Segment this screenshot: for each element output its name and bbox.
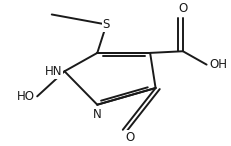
Text: N: N (93, 108, 101, 121)
Text: O: O (177, 2, 187, 15)
Text: OH: OH (208, 58, 226, 71)
Text: HO: HO (17, 90, 34, 103)
Text: HN: HN (44, 65, 62, 78)
Text: O: O (125, 131, 134, 144)
Text: S: S (102, 18, 110, 31)
